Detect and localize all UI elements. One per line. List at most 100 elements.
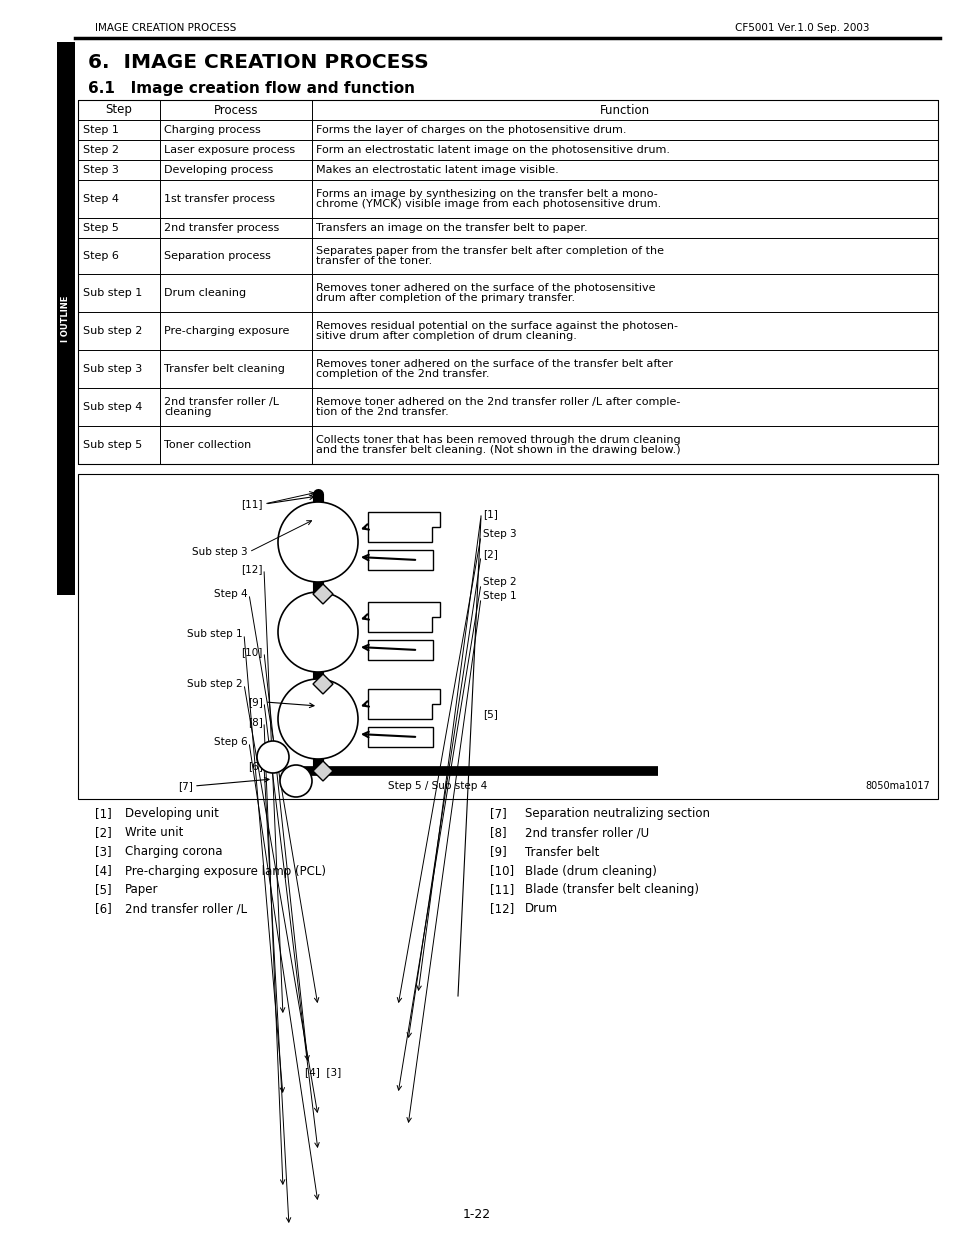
Text: Drum cleaning: Drum cleaning [164, 288, 246, 298]
Text: Sub step 3: Sub step 3 [83, 364, 142, 374]
Text: [5]: [5] [95, 883, 112, 897]
Text: Removes residual potential on the surface against the photosen-: Removes residual potential on the surfac… [315, 321, 678, 331]
Circle shape [277, 501, 357, 582]
Text: Separation process: Separation process [164, 251, 271, 261]
Text: CF5001 Ver.1.0 Sep. 2003: CF5001 Ver.1.0 Sep. 2003 [735, 23, 869, 33]
Text: Sub step 1: Sub step 1 [83, 288, 142, 298]
Text: [6]: [6] [95, 903, 112, 915]
Text: Blade (drum cleaning): Blade (drum cleaning) [524, 864, 657, 878]
Text: [4]: [4] [95, 864, 112, 878]
Text: [1]: [1] [95, 808, 112, 820]
Text: Function: Function [599, 104, 649, 116]
Bar [368, 640, 433, 659]
Text: Makes an electrostatic latent image visible.: Makes an electrostatic latent image visi… [315, 165, 558, 175]
Text: Sub step 3: Sub step 3 [193, 547, 248, 557]
Text: Drum: Drum [524, 903, 558, 915]
Circle shape [277, 679, 357, 760]
Text: 6.1   Image creation flow and function: 6.1 Image creation flow and function [88, 80, 415, 95]
Text: I OUTLINE: I OUTLINE [61, 295, 71, 342]
Text: Step 6: Step 6 [83, 251, 119, 261]
Text: [11]: [11] [490, 883, 514, 897]
Text: completion of the 2nd transfer.: completion of the 2nd transfer. [315, 369, 489, 379]
Text: Step 1: Step 1 [482, 592, 517, 601]
Text: transfer of the toner.: transfer of the toner. [315, 256, 432, 266]
Bar [368, 550, 433, 571]
Circle shape [256, 741, 289, 773]
Text: Step: Step [106, 104, 132, 116]
Text: Collects toner that has been removed through the drum cleaning: Collects toner that has been removed thr… [315, 435, 679, 445]
Text: Step 4: Step 4 [214, 589, 248, 599]
Text: 2nd transfer roller /L: 2nd transfer roller /L [125, 903, 247, 915]
Text: Forms the layer of charges on the photosensitive drum.: Forms the layer of charges on the photos… [315, 125, 626, 135]
Text: Transfer belt: Transfer belt [524, 846, 598, 858]
Polygon shape [313, 584, 333, 604]
Text: [11]: [11] [241, 499, 263, 509]
Text: Charging corona: Charging corona [125, 846, 222, 858]
Bar [78, 474, 937, 799]
Text: Sub step 2: Sub step 2 [83, 326, 142, 336]
Text: Step 2: Step 2 [482, 577, 517, 587]
Text: Separates paper from the transfer belt after completion of the: Separates paper from the transfer belt a… [315, 246, 663, 256]
Text: Step 4: Step 4 [83, 194, 119, 204]
Text: [9]: [9] [490, 846, 506, 858]
Bar [368, 727, 433, 747]
Text: Step 5: Step 5 [83, 224, 119, 233]
Text: 8050ma1017: 8050ma1017 [864, 781, 929, 790]
Text: Step 1: Step 1 [83, 125, 119, 135]
Text: tion of the 2nd transfer.: tion of the 2nd transfer. [315, 408, 448, 417]
Text: [12]: [12] [241, 564, 263, 574]
Text: [8]: [8] [248, 718, 263, 727]
Text: 2nd transfer process: 2nd transfer process [164, 224, 279, 233]
Circle shape [277, 592, 357, 672]
Text: [1]: [1] [482, 509, 497, 519]
Text: Remove toner adhered on the 2nd transfer roller /L after comple-: Remove toner adhered on the 2nd transfer… [315, 396, 679, 408]
Bar [78, 100, 937, 464]
Text: drum after completion of the primary transfer.: drum after completion of the primary tra… [315, 293, 575, 303]
Text: [5]: [5] [482, 709, 497, 719]
Text: Pre-charging exposure lamp (PCL): Pre-charging exposure lamp (PCL) [125, 864, 326, 878]
Text: Step 3: Step 3 [83, 165, 119, 175]
Text: Step 6: Step 6 [214, 737, 248, 747]
Text: 1st transfer process: 1st transfer process [164, 194, 274, 204]
Text: Laser exposure process: Laser exposure process [164, 144, 294, 156]
Text: Removes toner adhered on the surface of the photosensitive: Removes toner adhered on the surface of … [315, 283, 655, 293]
Text: Toner collection: Toner collection [164, 440, 251, 450]
Text: Forms an image by synthesizing on the transfer belt a mono-: Forms an image by synthesizing on the tr… [315, 189, 657, 199]
Polygon shape [313, 761, 333, 781]
Polygon shape [368, 513, 439, 542]
Text: [4]  [3]: [4] [3] [305, 1067, 341, 1077]
Text: 2nd transfer roller /U: 2nd transfer roller /U [524, 826, 648, 840]
Text: Transfer belt cleaning: Transfer belt cleaning [164, 364, 285, 374]
Text: Charging process: Charging process [164, 125, 260, 135]
Text: [12]: [12] [490, 903, 514, 915]
Text: IMAGE CREATION PROCESS: IMAGE CREATION PROCESS [95, 23, 236, 33]
Text: Developing unit: Developing unit [125, 808, 218, 820]
Text: Sub step 4: Sub step 4 [83, 403, 142, 412]
Circle shape [280, 764, 312, 797]
Text: [3]: [3] [95, 846, 112, 858]
Text: [2]: [2] [95, 826, 112, 840]
Text: Paper: Paper [125, 883, 158, 897]
Text: Write unit: Write unit [125, 826, 183, 840]
Text: Removes toner adhered on the surface of the transfer belt after: Removes toner adhered on the surface of … [315, 359, 672, 369]
Text: [8]: [8] [490, 826, 506, 840]
Text: Form an electrostatic latent image on the photosensitive drum.: Form an electrostatic latent image on th… [315, 144, 669, 156]
Polygon shape [368, 601, 439, 632]
Polygon shape [368, 689, 439, 719]
Text: [10]: [10] [241, 647, 263, 657]
Text: [7]: [7] [178, 781, 193, 790]
Polygon shape [313, 674, 333, 694]
Text: Sub step 2: Sub step 2 [187, 679, 243, 689]
Text: Step 3: Step 3 [482, 529, 517, 538]
Text: and the transfer belt cleaning. (Not shown in the drawing below.): and the transfer belt cleaning. (Not sho… [315, 445, 679, 454]
Text: Sub step 1: Sub step 1 [187, 629, 243, 638]
Text: Developing process: Developing process [164, 165, 273, 175]
Text: Blade (transfer belt cleaning): Blade (transfer belt cleaning) [524, 883, 699, 897]
Text: cleaning: cleaning [164, 408, 212, 417]
Text: 2nd transfer roller /L: 2nd transfer roller /L [164, 396, 278, 408]
Text: sitive drum after completion of drum cleaning.: sitive drum after completion of drum cle… [315, 331, 577, 341]
Bar [57, 42, 75, 595]
Text: 1-22: 1-22 [462, 1209, 491, 1221]
Text: Separation neutralizing section: Separation neutralizing section [524, 808, 709, 820]
Text: Step 5 / Sub step 4: Step 5 / Sub step 4 [388, 781, 487, 790]
